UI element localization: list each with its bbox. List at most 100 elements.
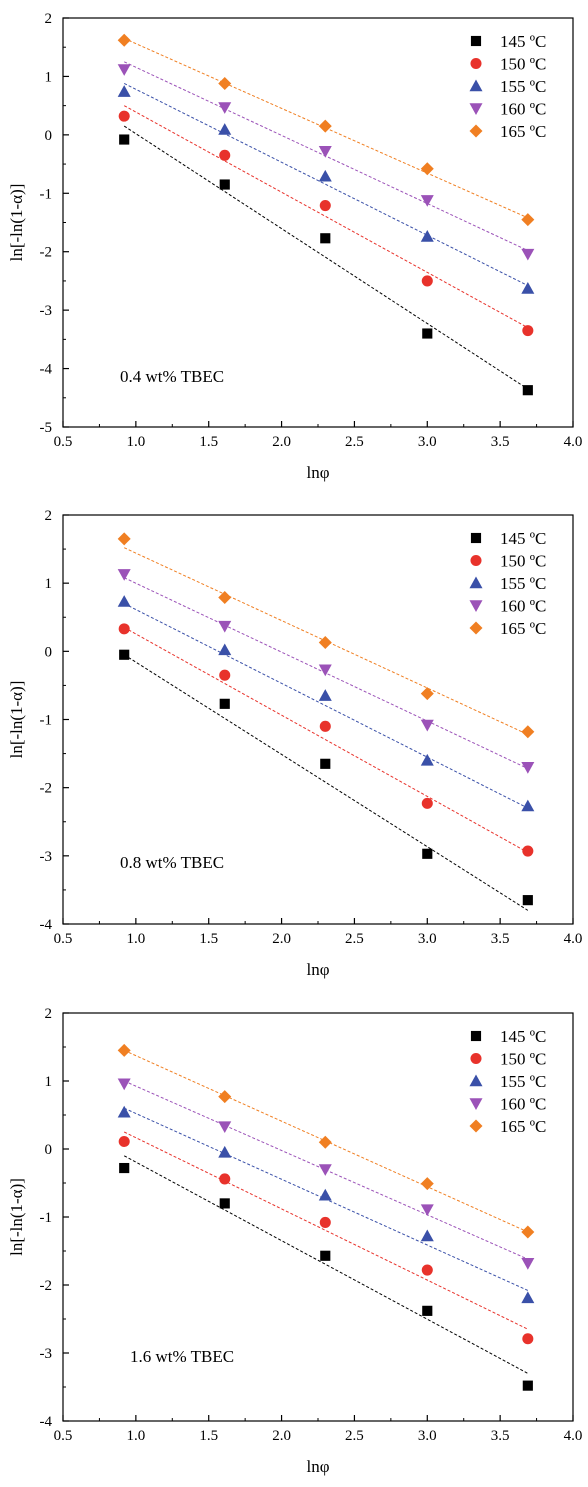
fit-line-series-3: [123, 603, 529, 809]
legend-label-5: 165 ºC: [500, 122, 546, 141]
x-tick-label: 2.5: [345, 434, 364, 450]
fit-line-series-3: [123, 82, 529, 287]
legend-marker-1: [470, 1030, 482, 1042]
x-tick-label: 0.5: [54, 1428, 73, 1444]
x-tick-label: 0.5: [54, 434, 73, 450]
y-tick-label: 1: [45, 576, 53, 592]
x-tick-label: 1.0: [126, 931, 145, 947]
y-tick-label: -4: [40, 362, 53, 378]
fit-line-series-1: [123, 125, 529, 390]
data-point-series-5: [420, 162, 434, 176]
x-tick-label: 3.5: [491, 1428, 510, 1444]
data-point-series-4: [218, 102, 232, 114]
data-point-series-5: [218, 590, 232, 604]
x-tick-label: 1.0: [126, 1428, 145, 1444]
panel-annotation: 0.4 wt% TBEC: [120, 367, 224, 386]
data-point-series-4: [318, 1164, 332, 1176]
y-tick-label: -1: [40, 713, 53, 729]
data-point-series-5: [521, 1225, 535, 1239]
chart-panel-1: 0.5 1.0 1.5 2.0 2.5 3.0 3.5 4.0 -5 -4 -3 -2 -1 0 1 2 lnφ…: [7, 11, 582, 482]
fit-line-series-2: [123, 105, 529, 329]
data-point-series-3: [521, 1291, 535, 1304]
y-tick-label: -2: [40, 245, 53, 261]
x-tick-label: 3.0: [418, 434, 437, 450]
legend-label-5: 165 ºC: [500, 1117, 546, 1136]
legend-label-3: 155 ºC: [500, 1072, 546, 1091]
data-point-series-5: [117, 1043, 131, 1057]
legend-marker-2: [470, 1052, 482, 1065]
data-point-series-1: [522, 1380, 533, 1391]
legend-label-4: 160 ºC: [500, 100, 546, 119]
data-point-series-3: [218, 1145, 232, 1158]
data-point-series-3: [117, 1105, 131, 1118]
data-point-series-3: [218, 643, 232, 656]
legend-marker-3: [469, 576, 483, 589]
data-point-series-5: [318, 1135, 332, 1149]
data-point-series-3: [420, 1229, 434, 1242]
data-point-series-2: [319, 200, 331, 212]
data-point-series-1: [522, 895, 533, 906]
legend-label-4: 160 ºC: [500, 1095, 546, 1114]
data-point-series-3: [117, 595, 131, 607]
data-point-series-2: [219, 149, 231, 161]
legend-marker-3: [469, 79, 483, 92]
legend-marker-5: [469, 124, 483, 138]
data-point-series-4: [117, 569, 131, 581]
legend-marker-1: [470, 35, 482, 47]
data-point-series-2: [522, 325, 534, 337]
plot-frame: [62, 17, 574, 428]
data-point-series-5: [318, 635, 332, 649]
data-point-series-1: [522, 385, 533, 396]
y-axis-title: ln[-ln(1-α)]: [7, 681, 26, 759]
legend-label-3: 155 ºC: [500, 77, 546, 96]
x-tick-label: 4.0: [564, 434, 583, 450]
data-point-series-2: [522, 845, 534, 857]
legend-marker-1: [470, 532, 482, 544]
data-point-series-5: [117, 532, 131, 546]
x-tick-label: 1.5: [199, 434, 218, 450]
y-tick-label: -4: [40, 917, 53, 933]
data-point-series-4: [521, 248, 535, 261]
data-point-series-4: [420, 719, 434, 732]
y-tick-label: -2: [40, 1278, 53, 1294]
legend-label-2: 150 ºC: [500, 55, 546, 74]
legend-marker-3: [469, 1074, 483, 1087]
chart-panel-3: 0.5 1.0 1.5 2.0 2.5 3.0 3.5 4.0 -4 -3 -2 -1 0 1 2 lnφ ln…: [7, 1006, 582, 1476]
data-point-series-3: [117, 85, 131, 97]
fit-line-series-2: [123, 1131, 529, 1330]
y-tick-label: -4: [40, 1414, 53, 1430]
data-point-series-1: [422, 328, 433, 339]
x-tick-label: 2.5: [345, 1428, 364, 1444]
x-tick-label: 4.0: [564, 1428, 583, 1444]
y-tick-label: 1: [45, 69, 53, 85]
panel-annotation: 1.6 wt% TBEC: [130, 1347, 234, 1366]
data-point-series-5: [117, 33, 131, 47]
data-point-series-2: [118, 1135, 130, 1148]
fit-line-series-1: [123, 1155, 529, 1374]
legend-marker-2: [470, 57, 482, 70]
y-tick-label: -1: [40, 186, 53, 202]
data-point-series-4: [218, 1121, 232, 1134]
x-tick-label: 2.0: [272, 434, 291, 450]
y-tick-label: 0: [45, 128, 53, 144]
data-point-series-4: [318, 146, 332, 158]
legend-label-1: 145 ºC: [500, 529, 546, 548]
data-point-series-1: [422, 848, 433, 859]
y-tick-label: 2: [45, 1006, 53, 1022]
data-point-series-1: [119, 134, 130, 145]
x-tick-label: 2.0: [272, 1428, 291, 1444]
legend-marker-5: [469, 1119, 483, 1133]
y-tick-label: 1: [45, 1074, 53, 1090]
x-tick-label: 1.5: [199, 1428, 218, 1444]
data-point-series-3: [521, 799, 535, 812]
data-point-series-3: [318, 1188, 332, 1201]
y-tick-label: -1: [40, 1210, 53, 1226]
data-point-series-5: [420, 1177, 434, 1191]
y-tick-label: 2: [45, 11, 53, 27]
x-axis-title: lnφ: [306, 463, 329, 482]
x-tick-label: 3.5: [491, 931, 510, 947]
fit-line-series-4: [123, 577, 529, 770]
data-point-series-3: [420, 230, 434, 242]
chart-panel-2: 0.5 1.0 1.5 2.0 2.5 3.0 3.5 4.0 -4 -3 -2 -1 0 1 2 lnφ ln…: [7, 508, 582, 979]
x-tick-label: 2.0: [272, 931, 291, 947]
